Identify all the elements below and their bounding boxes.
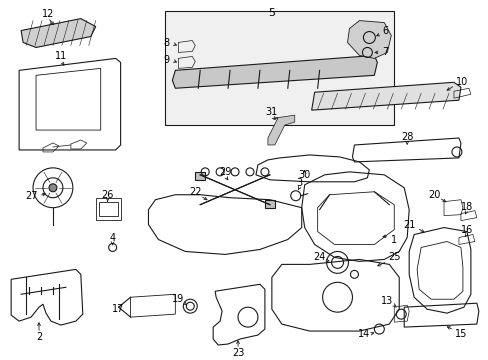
- Text: 25: 25: [387, 252, 400, 262]
- Text: 19: 19: [172, 294, 184, 304]
- Text: 12: 12: [41, 9, 54, 19]
- Circle shape: [49, 184, 57, 192]
- Polygon shape: [21, 19, 96, 48]
- Text: 20: 20: [427, 190, 439, 200]
- Text: 7: 7: [382, 48, 387, 58]
- Bar: [165, 11, 393, 125]
- Bar: [264, 200, 274, 208]
- Text: 31: 31: [265, 107, 277, 117]
- Text: 18: 18: [460, 202, 472, 212]
- Text: 1: 1: [390, 234, 397, 244]
- Polygon shape: [347, 21, 390, 58]
- Text: 14: 14: [358, 329, 370, 339]
- Text: 23: 23: [231, 348, 244, 358]
- Text: 16: 16: [460, 225, 472, 235]
- Text: 10: 10: [455, 77, 467, 87]
- Text: 28: 28: [400, 132, 412, 142]
- Text: 30: 30: [298, 170, 310, 180]
- Text: 27: 27: [25, 191, 37, 201]
- Text: 13: 13: [380, 296, 393, 306]
- Text: 29: 29: [219, 167, 231, 177]
- Text: 8: 8: [163, 39, 169, 49]
- Text: 9: 9: [163, 55, 169, 66]
- Text: 4: 4: [109, 233, 116, 243]
- Text: 2: 2: [36, 332, 42, 342]
- Text: 5: 5: [268, 8, 275, 18]
- Text: 15: 15: [454, 329, 466, 339]
- Text: 24: 24: [313, 252, 325, 262]
- Bar: [195, 172, 205, 180]
- Text: 17: 17: [112, 304, 124, 314]
- Text: 26: 26: [102, 190, 114, 200]
- Polygon shape: [267, 115, 294, 145]
- Text: 21: 21: [402, 220, 414, 230]
- Text: 11: 11: [55, 51, 67, 62]
- Text: 6: 6: [382, 26, 387, 36]
- Polygon shape: [172, 55, 377, 88]
- Text: 22: 22: [188, 187, 201, 197]
- Text: 3: 3: [296, 178, 302, 188]
- Polygon shape: [311, 82, 460, 110]
